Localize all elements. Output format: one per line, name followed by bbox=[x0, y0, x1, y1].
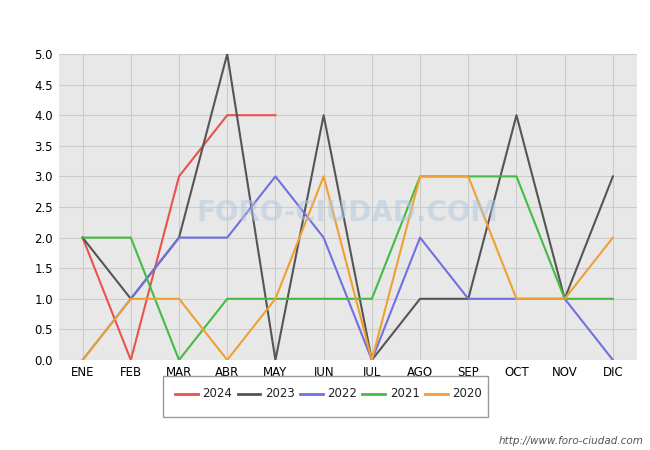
2022 bbox=[79, 357, 86, 363]
2022 bbox=[127, 296, 135, 302]
2021 bbox=[513, 174, 521, 179]
2020 bbox=[416, 174, 424, 179]
2020 bbox=[320, 174, 328, 179]
Line: 2020: 2020 bbox=[83, 176, 613, 360]
2022 bbox=[561, 296, 569, 302]
2022 bbox=[224, 235, 231, 240]
2022 bbox=[464, 296, 472, 302]
Line: 2024: 2024 bbox=[83, 115, 276, 360]
2020 bbox=[127, 296, 135, 302]
2023 bbox=[561, 296, 569, 302]
2021 bbox=[127, 235, 135, 240]
2021 bbox=[175, 357, 183, 363]
2021 bbox=[464, 174, 472, 179]
2021 bbox=[224, 296, 231, 302]
2023 bbox=[609, 174, 617, 179]
2024 bbox=[127, 357, 135, 363]
2024 bbox=[79, 235, 86, 240]
2022 bbox=[320, 235, 328, 240]
2022 bbox=[368, 357, 376, 363]
2020 bbox=[368, 357, 376, 363]
2020 bbox=[609, 235, 617, 240]
Text: 2020: 2020 bbox=[452, 387, 482, 400]
2021 bbox=[609, 296, 617, 302]
Text: FORO-CIUDAD.COM: FORO-CIUDAD.COM bbox=[197, 199, 499, 227]
2022 bbox=[175, 235, 183, 240]
2023 bbox=[416, 296, 424, 302]
2024 bbox=[272, 112, 280, 118]
Line: 2021: 2021 bbox=[83, 176, 613, 360]
2023 bbox=[464, 296, 472, 302]
2023 bbox=[368, 357, 376, 363]
2023 bbox=[127, 296, 135, 302]
2020 bbox=[175, 296, 183, 302]
2021 bbox=[320, 296, 328, 302]
2023 bbox=[272, 357, 280, 363]
2020 bbox=[224, 357, 231, 363]
Text: http://www.foro-ciudad.com: http://www.foro-ciudad.com bbox=[499, 436, 644, 446]
Text: 2024: 2024 bbox=[203, 387, 233, 400]
2023 bbox=[320, 112, 328, 118]
2021 bbox=[272, 296, 280, 302]
2023 bbox=[79, 235, 86, 240]
2022 bbox=[272, 174, 280, 179]
2020 bbox=[79, 357, 86, 363]
Line: 2022: 2022 bbox=[83, 176, 613, 360]
Text: Matriculaciones de Vehiculos en La Codosera: Matriculaciones de Vehiculos en La Codos… bbox=[138, 14, 512, 32]
2021 bbox=[561, 296, 569, 302]
2020 bbox=[464, 174, 472, 179]
2024 bbox=[224, 112, 231, 118]
2022 bbox=[416, 235, 424, 240]
2021 bbox=[79, 235, 86, 240]
2021 bbox=[416, 174, 424, 179]
2020 bbox=[561, 296, 569, 302]
2021 bbox=[368, 296, 376, 302]
Line: 2023: 2023 bbox=[83, 54, 613, 360]
Text: 2023: 2023 bbox=[265, 387, 294, 400]
2020 bbox=[513, 296, 521, 302]
2023 bbox=[224, 51, 231, 57]
2020 bbox=[272, 296, 280, 302]
Text: 2021: 2021 bbox=[390, 387, 420, 400]
2023 bbox=[513, 112, 521, 118]
2023 bbox=[175, 235, 183, 240]
2022 bbox=[513, 296, 521, 302]
Text: 2022: 2022 bbox=[328, 387, 358, 400]
2022 bbox=[609, 357, 617, 363]
2024 bbox=[175, 174, 183, 179]
FancyBboxPatch shape bbox=[162, 376, 488, 417]
